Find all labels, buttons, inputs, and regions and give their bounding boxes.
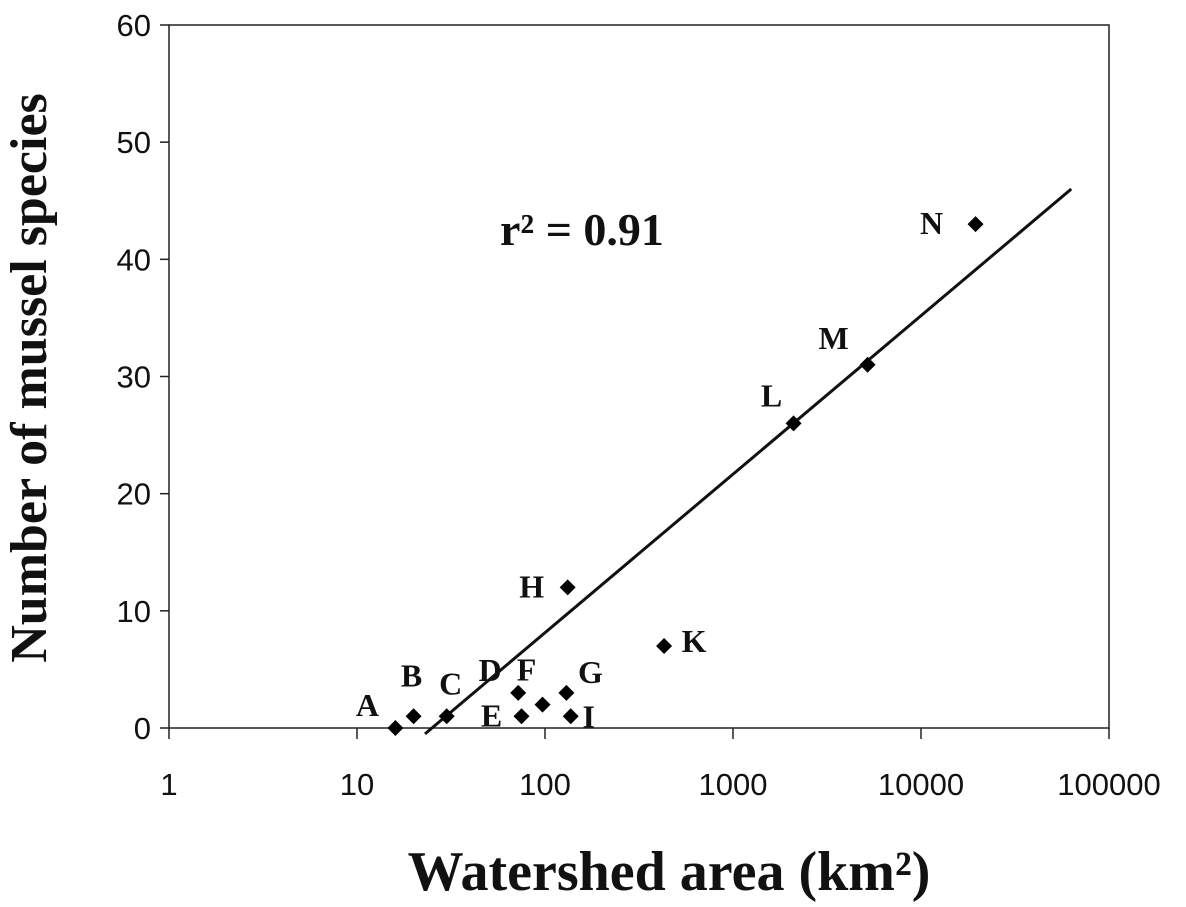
- y-tick-label: 0: [134, 711, 151, 746]
- x-tick-label: 100000: [1057, 767, 1160, 802]
- data-point-b: [405, 708, 422, 725]
- point-label-d: D: [479, 652, 502, 688]
- data-point-f: [534, 696, 551, 713]
- y-tick-label: 60: [117, 8, 151, 43]
- y-tick-label: 40: [117, 242, 151, 277]
- y-tick-label: 50: [117, 125, 151, 160]
- y-tick-label: 30: [117, 360, 151, 395]
- point-label-k: K: [682, 623, 707, 659]
- plot-area: [168, 24, 1110, 729]
- x-tick-label: 100: [519, 767, 571, 802]
- x-tick-label: 10: [340, 767, 374, 802]
- data-point-h: [559, 579, 576, 596]
- point-label-e: E: [481, 697, 502, 733]
- data-point-k: [656, 637, 673, 654]
- data-point-c: [438, 708, 455, 725]
- x-tick-label: 1000: [699, 767, 768, 802]
- x-tick-label: 10000: [878, 767, 964, 802]
- data-point-a: [387, 720, 404, 736]
- point-label-g: G: [578, 654, 603, 690]
- y-tick-label: 10: [117, 594, 151, 629]
- point-label-l: L: [761, 377, 782, 413]
- data-point-g: [558, 684, 575, 701]
- x-axis: 1 10 100 1000 10000 100000: [160, 728, 1161, 802]
- data-point-m: [859, 356, 876, 373]
- point-label-f: F: [517, 652, 537, 688]
- point-label-a: A: [356, 687, 379, 723]
- x-tick-label: 1: [160, 767, 177, 802]
- point-label-m: M: [819, 320, 849, 356]
- point-label-b: B: [401, 657, 422, 693]
- data-point-i: [562, 708, 579, 725]
- data-point-n: [967, 216, 984, 233]
- data-points: AB C DEF G H I K L M N: [356, 205, 984, 736]
- r-squared-annotation: r² = 0.91: [500, 204, 664, 255]
- point-label-n: N: [920, 205, 943, 241]
- x-axis-title: Watershed area (km²): [408, 841, 931, 903]
- data-point-e: [513, 708, 530, 725]
- trendline: [424, 187, 1073, 736]
- data-point-l: [785, 415, 802, 432]
- y-axis: 0 10 20 30 40 50 60: [117, 8, 169, 746]
- point-label-c: C: [439, 665, 462, 701]
- y-axis-title: Number of mussel species: [1, 93, 58, 663]
- y-tick-label: 20: [117, 477, 151, 512]
- point-label-i: I: [582, 698, 594, 734]
- point-label-h: H: [519, 568, 544, 604]
- data-point-d: [510, 684, 527, 701]
